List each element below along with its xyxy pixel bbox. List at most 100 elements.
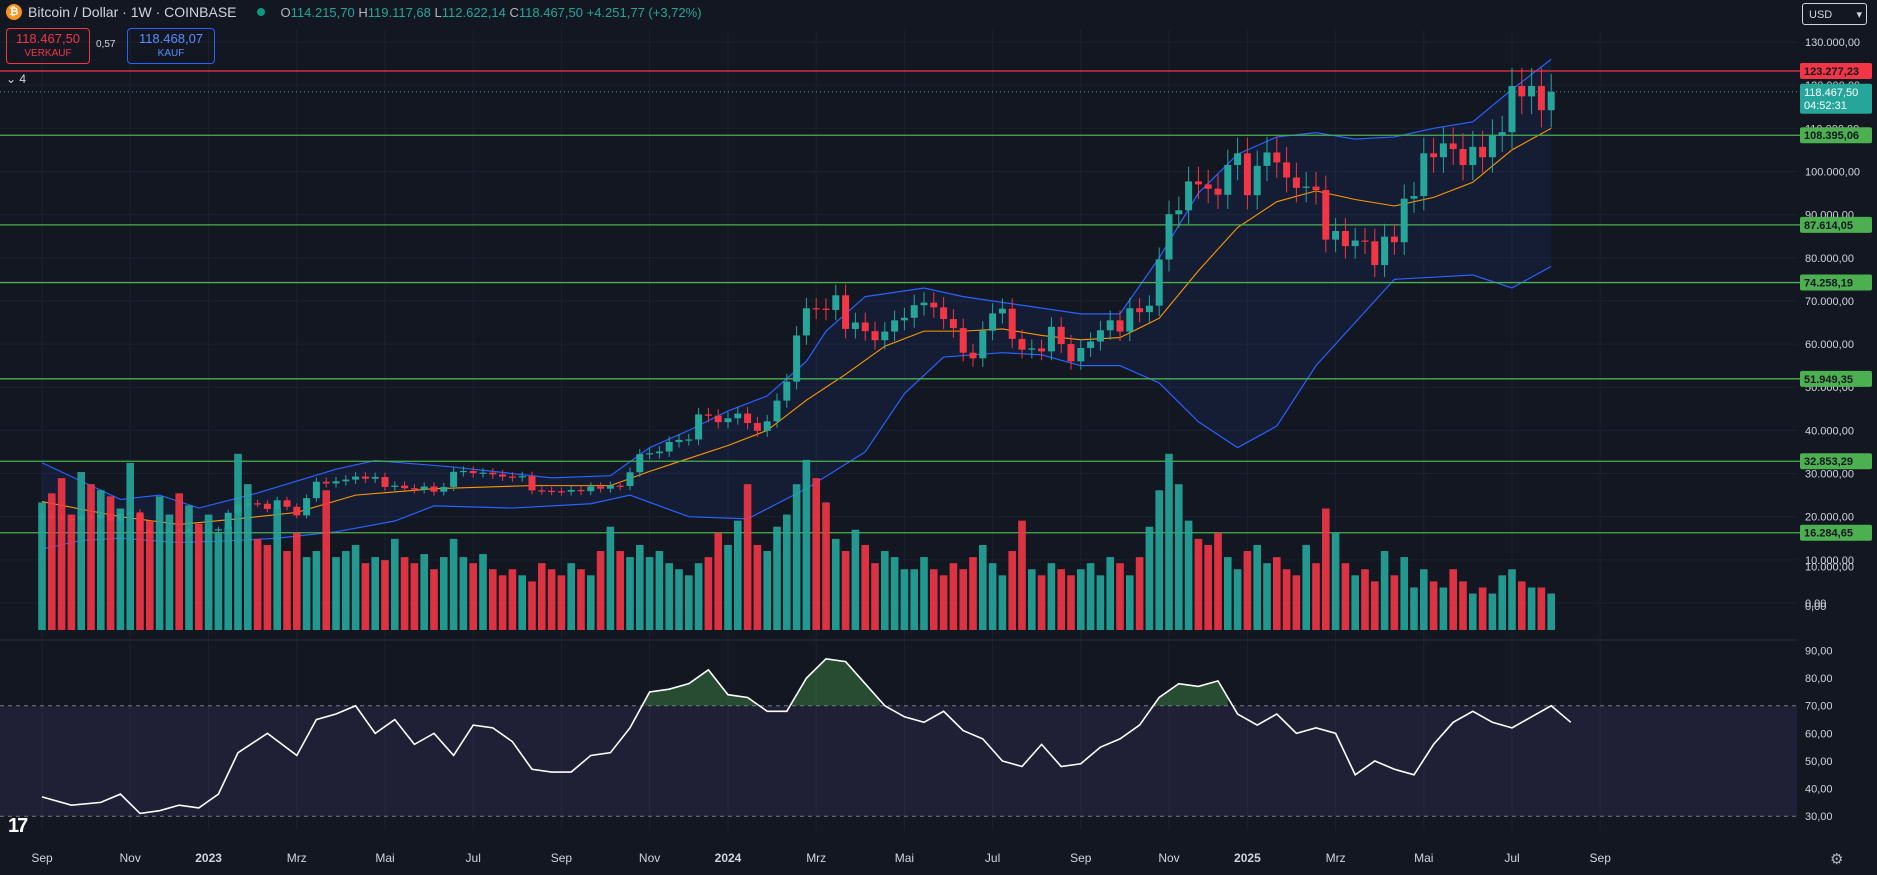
- grid-lines: [0, 30, 1797, 830]
- volume-bar: [312, 551, 321, 630]
- candle-body: [577, 489, 585, 492]
- time-tick-label: Mrz: [1326, 851, 1346, 865]
- volume-bar: [1145, 526, 1154, 630]
- indicators-toggle[interactable]: ⌄ 4: [6, 72, 26, 86]
- candle-body: [1332, 231, 1340, 240]
- candle-body: [851, 322, 859, 329]
- volume-bar: [185, 505, 193, 630]
- candle-body: [303, 498, 311, 516]
- candle-body: [1057, 326, 1065, 345]
- candle-body: [469, 470, 477, 474]
- rsi-tick-label: 70,00: [1805, 701, 1833, 713]
- candle-body: [381, 476, 389, 487]
- volume-bar: [1096, 575, 1105, 630]
- candle-body: [861, 322, 869, 332]
- candle-body: [1008, 308, 1016, 339]
- volume-bar: [1498, 575, 1506, 630]
- volume-bar: [1341, 563, 1350, 630]
- volume-bar: [420, 554, 428, 630]
- volume-bar: [302, 557, 311, 630]
- candle-body: [1096, 330, 1104, 342]
- sell-button[interactable]: 118.467,50 VERKAUF: [6, 28, 90, 64]
- level-label: 87.614,05: [1804, 220, 1853, 232]
- candle-body: [695, 414, 703, 440]
- volume-bar: [1420, 569, 1428, 630]
- price-tick-label: 100.000,00: [1805, 166, 1860, 178]
- ohlc-open: 114.215,70: [290, 4, 355, 20]
- candle-body: [959, 328, 967, 353]
- candle-body: [58, 517, 66, 519]
- horizontal-levels[interactable]: [0, 70, 1800, 534]
- candle-body: [1498, 132, 1506, 136]
- volume-bar: [1361, 569, 1369, 630]
- buy-button[interactable]: 118.468,07 KAUF: [127, 28, 215, 64]
- time-axis[interactable]: Sep Nov 2023 Mrz Mai Jul Sep Nov 2024 Mrz Mai Jul Se…: [31, 851, 1611, 865]
- volume-bar: [263, 544, 272, 630]
- level-label: 51.949,35: [1804, 374, 1853, 386]
- rsi-tick-label: 50,00: [1805, 756, 1833, 768]
- candle-body: [842, 295, 850, 329]
- rsi-overbought-fill: [644, 669, 758, 706]
- candle-body: [587, 486, 595, 492]
- candle-body: [1194, 181, 1202, 185]
- volume-bar: [1429, 581, 1438, 630]
- volume-bars: [38, 453, 1555, 630]
- candle-body: [1322, 190, 1330, 240]
- time-tick-label: Nov: [1158, 851, 1179, 865]
- candle-body: [126, 512, 134, 515]
- candle-body: [489, 472, 497, 475]
- candle-body: [77, 516, 85, 520]
- candle-body: [508, 476, 516, 478]
- candle-body: [156, 531, 164, 533]
- rsi-tick-label: 30,00: [1805, 811, 1833, 823]
- candle-body: [1410, 196, 1418, 199]
- volume-bar: [1008, 551, 1016, 630]
- time-tick-label: Mai: [375, 851, 394, 865]
- last-price-label: 118.467,50: [1804, 87, 1858, 99]
- candle-body: [1312, 186, 1320, 191]
- candle-body: [342, 479, 350, 482]
- volume-bar: [939, 575, 948, 630]
- price-tick-label: 0,00: [1805, 598, 1826, 610]
- candle-body: [1371, 241, 1379, 266]
- candle-body: [998, 308, 1006, 314]
- volume-bar: [1184, 520, 1193, 630]
- time-tick-label: Sep: [551, 851, 573, 865]
- candle-body: [273, 500, 281, 509]
- volume-bar: [557, 575, 566, 630]
- volume-bar: [1273, 557, 1281, 630]
- volume-bar: [1233, 569, 1242, 630]
- volume-bar: [1126, 575, 1134, 630]
- price-labels: 123.277,23 108.395,06 87.614,05 74.258,19 51…: [1800, 63, 1872, 541]
- rsi-tick-label: 60,00: [1805, 728, 1833, 740]
- candle-body: [1116, 320, 1124, 332]
- candle-body: [1234, 153, 1242, 165]
- candle-body: [832, 295, 840, 310]
- volume-bar: [1400, 557, 1408, 630]
- chevron-down-icon: ⌄: [6, 72, 17, 86]
- volume-bar: [724, 544, 732, 630]
- volume-bar: [1527, 587, 1536, 630]
- volume-bar: [459, 557, 468, 630]
- volume-bar: [1351, 575, 1359, 630]
- last-price-label-bg: [1800, 83, 1872, 114]
- candle-body: [214, 529, 222, 531]
- volume-bar: [998, 575, 1007, 630]
- candle-body: [1038, 348, 1046, 352]
- volume-bar: [773, 526, 781, 630]
- volume-bar: [547, 569, 556, 630]
- bollinger-upper-line: [41, 58, 1552, 509]
- candle-body: [1145, 305, 1153, 313]
- volume-bar: [1449, 569, 1457, 630]
- currency-select[interactable]: USD ▾: [1802, 3, 1867, 25]
- symbol-title[interactable]: Bitcoin / Dollar · 1W · COINBASE: [28, 4, 237, 20]
- volume-bar: [645, 557, 654, 630]
- candle-body: [1479, 146, 1487, 158]
- price-axis[interactable]: 130.000,00120.000,00110.000,00100.000,00…: [1800, 30, 1877, 875]
- candle-body: [332, 481, 340, 484]
- gear-icon[interactable]: ⚙: [1830, 851, 1844, 868]
- volume-bar: [1322, 508, 1330, 630]
- candle-body: [802, 308, 810, 336]
- volume-bar: [1243, 551, 1252, 630]
